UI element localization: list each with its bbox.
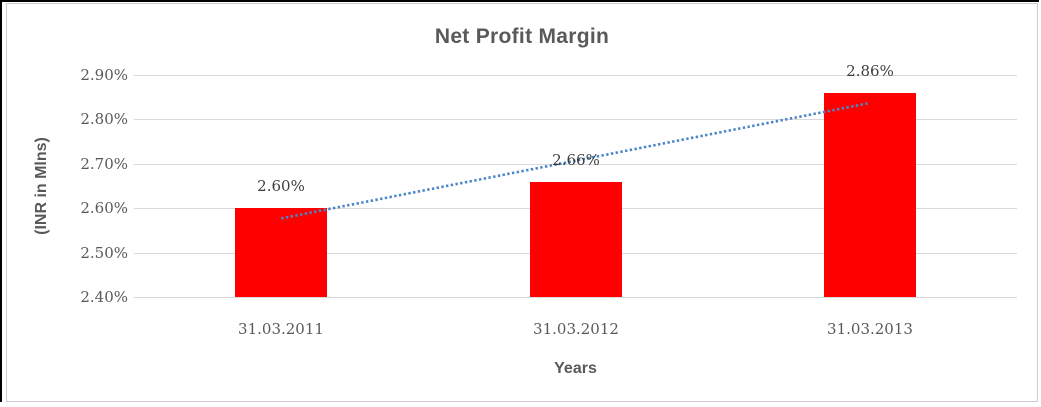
- x-axis-tick-label: 31.03.2013: [827, 320, 913, 338]
- y-axis-tick-label: 2.70%: [80, 155, 128, 173]
- y-axis-tick-label: 2.60%: [80, 199, 128, 217]
- bar: [530, 182, 622, 297]
- data-label: 2.60%: [257, 177, 305, 195]
- data-label: 2.66%: [552, 151, 600, 169]
- y-axis-tick-label: 2.80%: [80, 110, 128, 128]
- x-axis-title: Years: [554, 360, 597, 377]
- gridline: [134, 297, 1017, 298]
- x-axis-tick-label: 31.03.2012: [533, 320, 619, 338]
- chart-title: Net Profit Margin: [434, 25, 610, 48]
- chart-frame-border: [6, 3, 1038, 402]
- bar: [824, 93, 916, 297]
- window-edge-top: [0, 0, 1039, 2]
- bar: [235, 208, 327, 297]
- window-edge-left: [0, 0, 2, 402]
- x-axis-tick-label: 31.03.2011: [238, 320, 324, 338]
- data-label: 2.86%: [846, 62, 894, 80]
- y-axis-title: (INR in Mlns): [33, 137, 50, 235]
- gridline: [134, 75, 1017, 76]
- y-axis-tick-label: 2.40%: [80, 288, 128, 306]
- y-axis-tick-label: 2.90%: [80, 66, 128, 84]
- y-axis-tick-label: 2.50%: [80, 244, 128, 262]
